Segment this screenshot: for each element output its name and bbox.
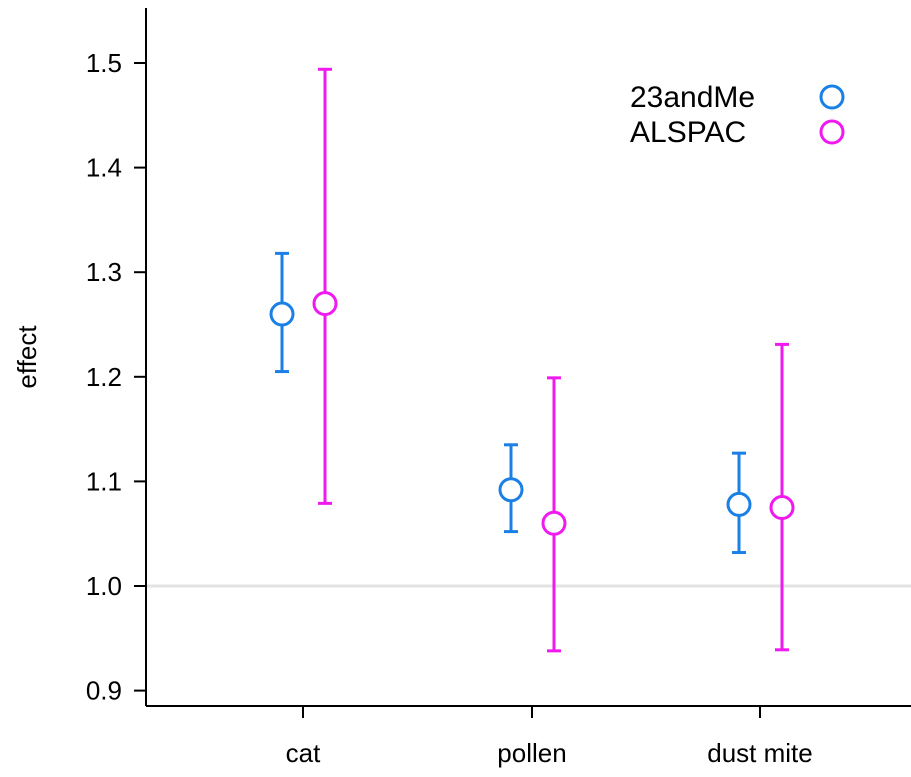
y-tick-label: 0.9 [86, 676, 122, 706]
legend-label: 23andMe [630, 81, 755, 114]
y-tick-label: 1.5 [86, 48, 122, 78]
data-point [498, 477, 524, 503]
series-ALSPAC [312, 67, 795, 653]
legend-marker [819, 119, 845, 145]
x-tick-label: cat [286, 738, 321, 768]
y-ticks: 0.9 1.0 1.1 1.2 1.3 1.4 1.5 [86, 48, 146, 706]
series-23andMe [269, 251, 752, 555]
legend-marker [819, 84, 845, 110]
data-point [312, 291, 338, 317]
x-tick-label: dust mite [707, 738, 813, 768]
legend-label: ALSPAC [630, 116, 746, 149]
x-ticks: cat pollen dust mite [286, 706, 813, 768]
y-tick-label: 1.2 [86, 362, 122, 392]
y-tick-label: 1.1 [86, 466, 122, 496]
x-tick-label: pollen [497, 738, 566, 768]
data-point [269, 301, 295, 327]
y-tick-label: 1.3 [86, 257, 122, 287]
data-point [541, 510, 567, 536]
y-tick-label: 1.0 [86, 571, 122, 601]
y-tick-label: 1.4 [86, 153, 122, 183]
axes [145, 8, 911, 707]
series-layer [269, 67, 795, 653]
y-axis-title: effect [12, 325, 42, 389]
data-point [769, 495, 795, 521]
data-point [726, 491, 752, 517]
